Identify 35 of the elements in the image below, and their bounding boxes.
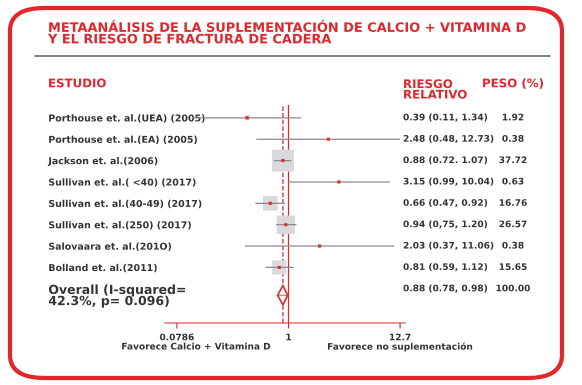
text: 16.76 [500,199,527,206]
text: Favorece no suplementación [328,342,472,352]
y-tick-label: Porthouse et. al.(EA) (2005) [49,136,197,144]
text: 0.38 [502,242,524,249]
y-tick-label: Sullivan et. al.(40-49) (2017) [49,200,202,208]
annotation: 0.88 (0.72. 1.07) [403,156,488,164]
text: 15.65 [500,263,527,270]
y-tick-label: Sullivan et. al.( <40) (2017) [49,178,196,187]
chart-title: METAANÁLISIS DE LA SUPLEMENTACIÓN DE CALCIO + VITAMINA D Y EL RIESGO DE FRACTURA DE CADERA [48,20,526,44]
text: 37.72 [499,156,526,164]
y-tick-label: Overall (I-squared= 42.3%, p= 0.096) [48,284,186,308]
annotation: 0.66 (0.47, 0.92) [403,198,488,208]
annotation: 0.88 (0.78, 0.98) [403,284,488,293]
x-tick-label: 0.0786 [160,334,194,340]
annotation: 2.48 (0.48, 12.73) [404,134,494,143]
text: Favorece Calcio + Vitamina D [122,342,270,350]
annotation: 3.15 (0.99, 10.04) [404,178,494,186]
x-tick-label: 1 [286,334,292,340]
annotation: 0.94 (0,75, 1.20) [403,220,488,228]
annotation: 0.81 (0.59, 1.12) [403,263,488,272]
x-tick-label: 12.7 [390,334,411,340]
y-axis-title: ESTUDIO [49,78,106,88]
annotation: 2.03 (0.37, 11.06) [404,242,494,250]
text: 0.38 [502,134,524,142]
text: PESO (%) [483,78,543,89]
text: 1.92 [502,114,524,120]
annotation: 0.39 (0.11, 1.34) [403,113,488,122]
text: 26.57 [499,220,527,228]
y-tick-label: Sullivan et. al.(250) (2017) [49,221,191,230]
y-tick-label: Jackson et. al.(2006) [48,156,158,166]
y-tick-label: Bolland et. al.(2011) [49,264,157,272]
text: 0.63 [502,178,524,185]
y-tick-label: Salovaara et. al.(201O) [49,242,172,251]
text: 100.00 [496,284,530,292]
text: RIESGO RELATIVO [404,79,467,99]
